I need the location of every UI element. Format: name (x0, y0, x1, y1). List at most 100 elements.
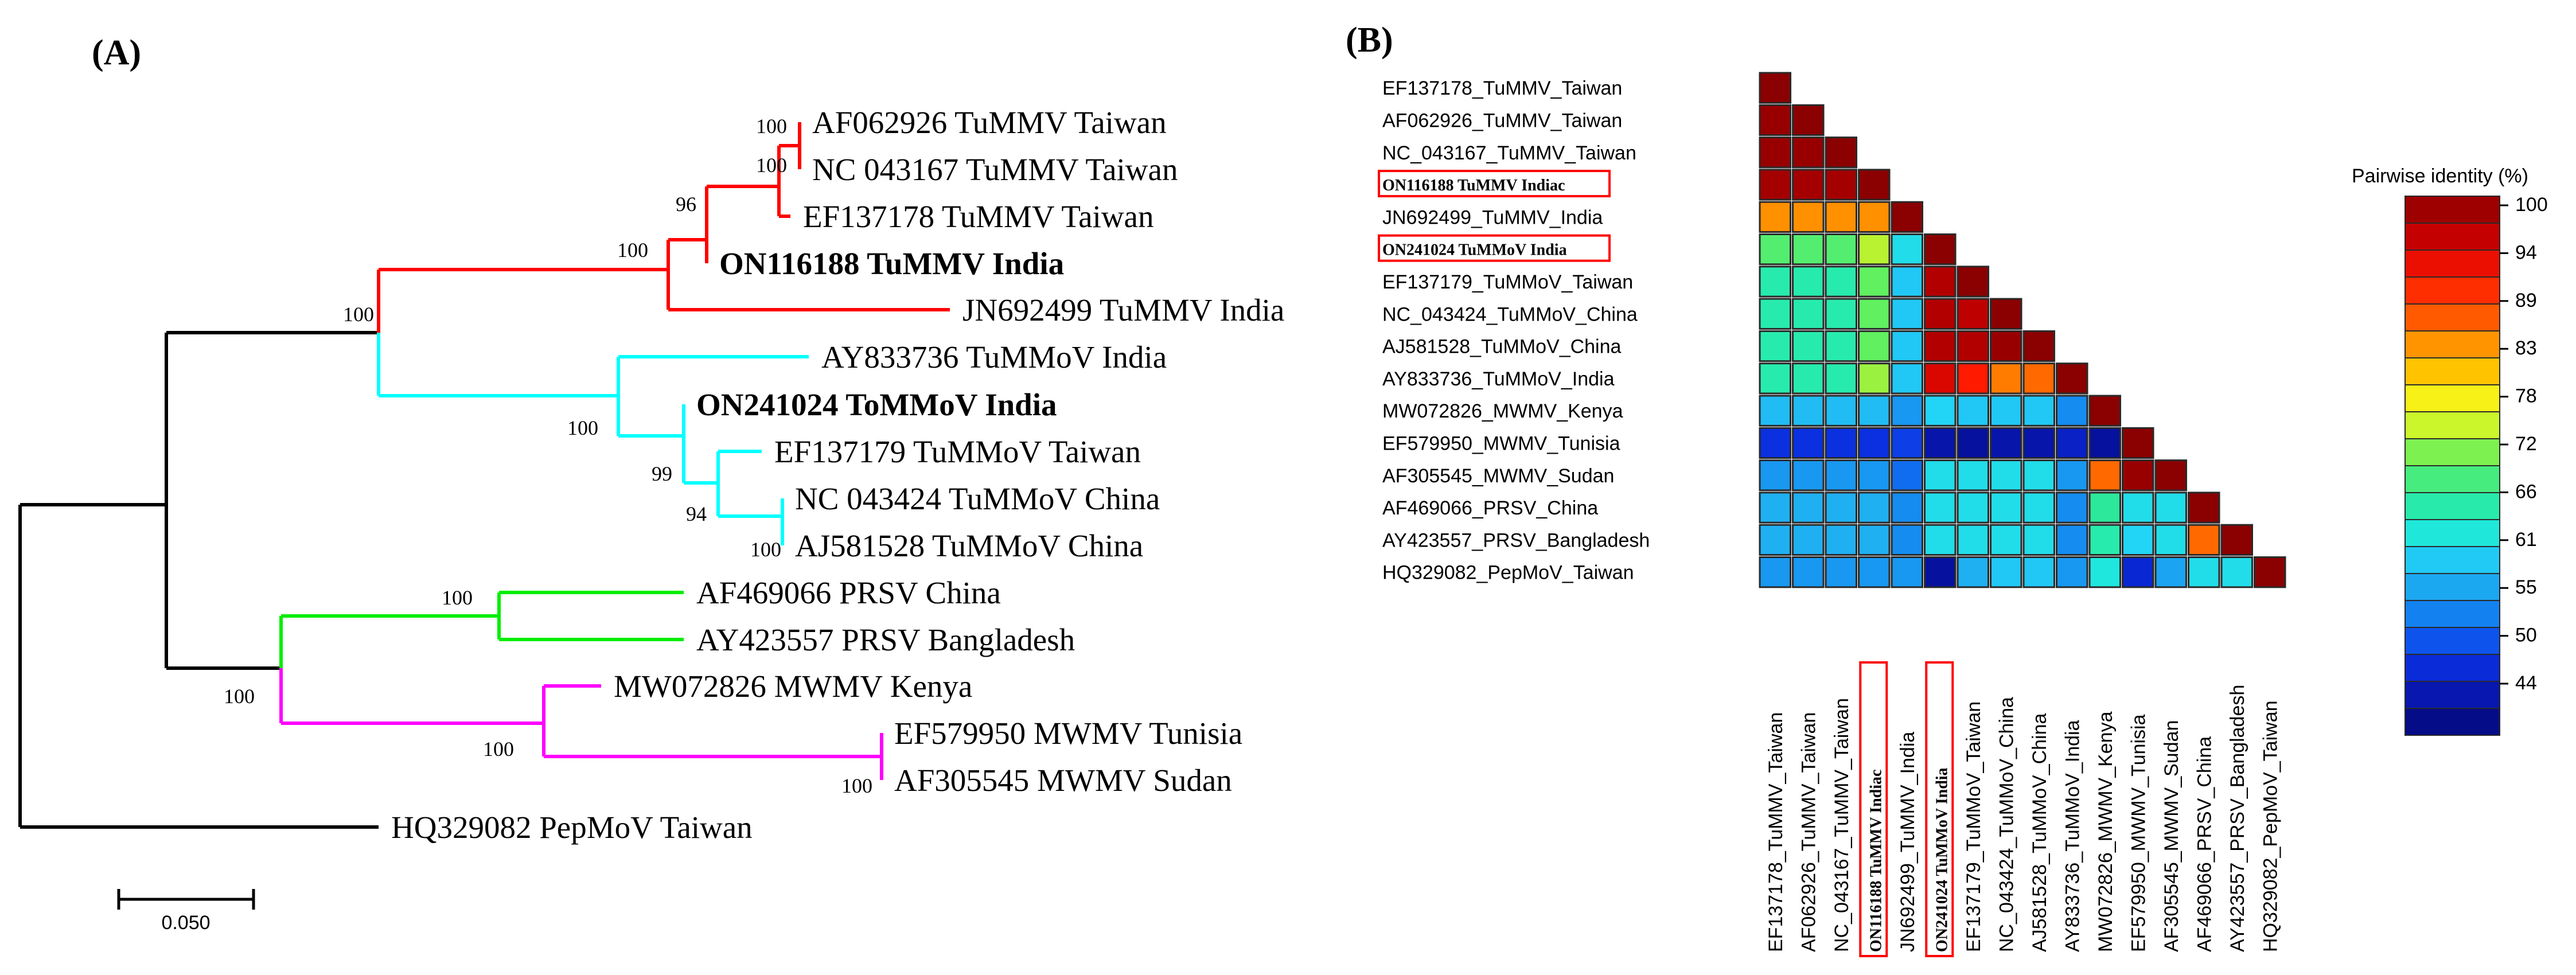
heatmap-cell (1858, 298, 1891, 330)
highlight-box-row (1378, 234, 1611, 262)
heatmap-cell (2154, 524, 2187, 556)
heatmap-cell (2022, 492, 2055, 524)
heatmap-cell (1957, 459, 1989, 492)
heatmap-cell (1858, 556, 1891, 588)
heatmap-cell (2056, 459, 2088, 492)
legend-swatch (2404, 438, 2500, 466)
legend-swatch (2404, 627, 2500, 655)
heatmap-cell (1792, 492, 1825, 524)
heatmap-cell (1759, 395, 1791, 427)
heatmap-cell (1891, 459, 1923, 492)
heatmap-cell (1990, 330, 2022, 362)
heatmap-cell (1792, 298, 1825, 330)
heatmap-cell (1792, 556, 1825, 588)
tree-leaf-label: NC 043167 TuMMV Taiwan (812, 152, 1178, 187)
heatmap-cell (1990, 524, 2022, 556)
legend-tick-label: 66 (2515, 481, 2537, 502)
legend-swatch (2404, 303, 2500, 332)
heatmap-cell (1759, 104, 1791, 136)
heatmap-cell (1792, 459, 1825, 492)
heatmap-row-labels: EF137178_TuMMV_Taiwan AF062926_TuMMV_Taiw… (1378, 77, 1650, 584)
heatmap-cell (1825, 427, 1857, 459)
heatmap-cell (1825, 492, 1857, 524)
heatmap-cell (1924, 427, 1957, 459)
legend-swatch (2404, 249, 2500, 278)
heatmap-cell (1891, 362, 1923, 395)
heatmap-cell (1957, 427, 1989, 459)
heatmap-cell (2188, 556, 2220, 588)
heatmap-cell (1924, 556, 1957, 588)
legend-swatches (2404, 196, 2500, 736)
heatmap-cell (1957, 266, 1989, 298)
legend-swatch (2404, 411, 2500, 439)
tree-leaf-label: AY833736 TuMMoV India (821, 340, 1167, 375)
tree-leaf-label: AF469066 PRSV China (696, 575, 1001, 610)
heatmap-cell (1759, 524, 1791, 556)
heatmap-cell (2056, 524, 2088, 556)
heatmap-cell (1792, 266, 1825, 298)
legend-tick-label: 94 (2515, 241, 2537, 263)
heatmap-column-label: AF469066_PRSV_China (2193, 736, 2215, 952)
legend-swatch (2404, 196, 2500, 224)
legend-swatch (2404, 708, 2500, 736)
heatmap-cell (1792, 330, 1825, 362)
legend-title: Pairwise identity (%) (2352, 165, 2528, 187)
heatmap-cell (2022, 395, 2055, 427)
heatmap-row-label: AY423557_PRSV_Bangladesh (1382, 529, 1650, 551)
heatmap-cell (1792, 524, 1825, 556)
tree-leaf-label: ON241024 ToMMoV India (696, 387, 1057, 422)
heatmap-row-label: ON241024 TuMMoV India (1382, 241, 1567, 259)
heatmap-cell (2122, 556, 2154, 588)
bootstrap-value: 96 (676, 193, 696, 216)
heatmap-cell (2088, 459, 2121, 492)
heatmap-cell (1957, 395, 1989, 427)
heatmap-cell (1891, 233, 1923, 266)
heatmap-cell (1825, 362, 1857, 395)
heatmap-row-label: AY833736_TuMMoV_India (1382, 368, 1615, 390)
heatmap-row-label: EF137178_TuMMV_Taiwan (1382, 77, 1622, 99)
bootstrap-value: 100 (224, 685, 255, 708)
heatmap-column-label: AY423557_PRSV_Bangladesh (2227, 685, 2248, 952)
heatmap-cell (1990, 395, 2022, 427)
heatmap-cell (1891, 556, 1923, 588)
heatmap-cell (1825, 201, 1857, 233)
panel-a-label: (A) (92, 33, 141, 72)
heatmap-cell (1891, 524, 1923, 556)
heatmap-column-label: AF305545_MWMV_Sudan (2161, 720, 2183, 952)
heatmap-row-label: MW072826_MWMV_Kenya (1382, 400, 1623, 422)
heatmap-cell (2056, 395, 2088, 427)
tree-leaf-label: AJ581528 TuMMoV China (795, 528, 1143, 563)
tree-leaf-label: AF305545 MWMV Sudan (894, 763, 1232, 798)
heatmap-cell (1924, 395, 1957, 427)
heatmap-cell (2122, 427, 2154, 459)
heatmap-cell (1858, 459, 1891, 492)
heatmap-column-label: NC_043424_TuMMoV_China (1996, 697, 2017, 952)
heatmap-cell (2056, 492, 2088, 524)
tree-leaf-label: EF137178 TuMMV Taiwan (803, 199, 1153, 234)
legend-ticks: 100 94 89 83 78 72 66 61 55 50 44 (2500, 194, 2548, 694)
heatmap-cell (1792, 104, 1825, 136)
heatmap-cell (1858, 330, 1891, 362)
heatmap-cell (1990, 427, 2022, 459)
heatmap-cell (2022, 524, 2055, 556)
heatmap-column-label: NC_043167_TuMMV_Taiwan (1831, 698, 1853, 952)
tree-branches (18, 122, 950, 829)
heatmap-cell (1759, 201, 1791, 233)
heatmap-cell (1792, 201, 1825, 233)
heatmap-cell (1759, 298, 1791, 330)
heatmap-cell (1792, 395, 1825, 427)
heatmap-cell (2022, 330, 2055, 362)
heatmap-cell (1825, 459, 1857, 492)
highlight-box-column (1925, 661, 1954, 957)
heatmap-cell (2022, 362, 2055, 395)
heatmap-cell (1858, 362, 1891, 395)
heatmap-row-label: EF137179_TuMMoV_Taiwan (1382, 271, 1633, 293)
legend-tick-label: 44 (2515, 672, 2537, 694)
heatmap-cell (1825, 395, 1857, 427)
heatmap-cell (2088, 427, 2121, 459)
bootstrap-value: 100 (756, 154, 787, 177)
scale-bar: 0.050 (117, 889, 255, 934)
heatmap-cell (2088, 556, 2121, 588)
heatmap-column-label: MW072826_MWMV_Kenya (2095, 711, 2117, 952)
heatmap-cell (2022, 427, 2055, 459)
